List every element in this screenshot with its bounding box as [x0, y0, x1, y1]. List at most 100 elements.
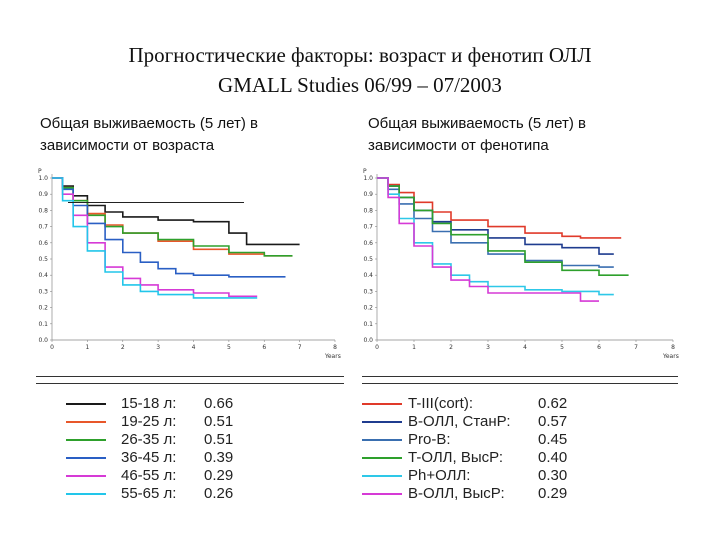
phenotype-legend: T-III(cort): 0.62 B-ОЛЛ, СтанР: 0.57 Pro-B: 0…: [362, 395, 612, 503]
legend-swatch: [362, 475, 402, 477]
legend-swatch: [66, 439, 106, 441]
age-survival-chart: 0.0 0.1 0.2 0.3 0.4 0.5 0.6 0.7 0.8 0.9 1.0 0 1 2 3 4 5 6…: [38, 168, 341, 360]
legend-value: 0.45: [538, 431, 568, 448]
right-chart-subtitle: Общая выживаемость (5 лет) в зависимости…: [368, 113, 688, 157]
legend-item: Pro-B: 0.45: [362, 431, 612, 449]
slide-title-line1: Прогностические факторы: возраст и фенот…: [128, 43, 592, 67]
legend-right-rule-top: [362, 376, 678, 377]
legend-swatch: [362, 439, 402, 441]
y-tick-label: 0.3: [38, 288, 48, 295]
legend-value: 0.51: [204, 431, 234, 448]
legend-item: B-ОЛЛ, ВысР: 0.29: [362, 485, 612, 503]
legend-value: 0.40: [538, 449, 568, 466]
slide-title: Прогностические факторы: возраст и фенот…: [0, 40, 720, 100]
y-tick-label: 0.1: [38, 321, 48, 328]
legend-item: B-ОЛЛ, СтанР: 0.57: [362, 413, 612, 431]
legend-swatch: [362, 421, 402, 423]
x-tick-label: 5: [560, 344, 564, 351]
y-tick-label: 0.9: [38, 191, 48, 198]
legend-label: B-ОЛЛ, СтанР:: [408, 413, 511, 430]
y-tick-label: 0.7: [38, 224, 48, 231]
y-tick-label: 0.4: [38, 272, 48, 279]
x-tick-label: 0: [375, 344, 379, 351]
y-tick-label: 0.2: [363, 305, 373, 312]
legend-swatch: [66, 457, 106, 459]
y-tick-label: 0.6: [363, 240, 373, 247]
legend-value: 0.39: [204, 449, 234, 466]
series-line-2: [377, 177, 614, 268]
legend-left-rule-top: [36, 376, 344, 377]
x-tick-label: 5: [227, 344, 231, 351]
legend-item: 26-35 л: 0.51: [66, 431, 266, 449]
y-tick-label: 0.2: [38, 305, 48, 312]
legend-label: Ph+ОЛЛ:: [408, 467, 471, 484]
legend-item: 19-25 л: 0.51: [66, 413, 266, 431]
legend-item: T-III(cort): 0.62: [362, 395, 612, 413]
x-tick-label: 8: [333, 344, 337, 351]
legend-value: 0.62: [538, 395, 568, 412]
legend-label: 15-18 л:: [121, 395, 177, 412]
legend-item: 15-18 л: 0.66: [66, 395, 266, 413]
legend-label: T-III(cort):: [408, 395, 473, 412]
legend-value: 0.57: [538, 413, 568, 430]
y-tick-label: 1.0: [363, 175, 373, 182]
legend-label: 36-45 л:: [121, 449, 177, 466]
legend-swatch: [66, 493, 106, 495]
y-axis-label: P: [38, 168, 42, 175]
x-tick-label: 8: [671, 344, 675, 351]
x-tick-label: 7: [634, 344, 638, 351]
chart-reference-line: [68, 202, 244, 203]
x-tick-label: 2: [121, 344, 125, 351]
y-tick-label: 0.5: [363, 256, 373, 263]
legend-label: 26-35 л:: [121, 431, 177, 448]
legend-swatch: [362, 493, 402, 495]
legend-value: 0.66: [204, 395, 234, 412]
x-tick-label: 3: [156, 344, 160, 351]
y-axis-label: P: [363, 168, 367, 175]
y-tick-label: 0.8: [363, 207, 373, 214]
legend-swatch: [66, 475, 106, 477]
legend-label: B-ОЛЛ, ВысР:: [408, 485, 505, 502]
age-legend: 15-18 л: 0.66 19-25 л: 0.51 26-35 л: 0.51 36-4…: [66, 395, 266, 503]
legend-value: 0.51: [204, 413, 234, 430]
legend-item: Ph+ОЛЛ: 0.30: [362, 467, 612, 485]
y-tick-label: 0.0: [363, 337, 373, 344]
legend-label: 46-55 л:: [121, 467, 177, 484]
x-tick-label: 1: [412, 344, 416, 351]
legend-value: 0.30: [538, 467, 568, 484]
legend-swatch: [362, 457, 402, 459]
y-tick-label: 1.0: [38, 175, 48, 182]
x-axis-label: Years: [324, 353, 341, 360]
legend-value: 0.26: [204, 485, 234, 502]
y-tick-label: 0.1: [363, 321, 373, 328]
x-tick-label: 0: [50, 344, 54, 351]
right-subtitle-line2: зависимости от фенотипа: [368, 137, 549, 154]
slide-title-line2: GMALL Studies 06/99 – 07/2003: [218, 73, 502, 97]
x-tick-label: 6: [262, 344, 266, 351]
x-tick-label: 1: [85, 344, 89, 351]
series-line-5: [377, 177, 599, 302]
legend-item: 55-65 л: 0.26: [66, 485, 266, 503]
left-subtitle-line2: зависимости от возраста: [40, 137, 215, 154]
left-chart-subtitle: Общая выживаемость (5 лет) в зависимости…: [40, 113, 340, 157]
y-tick-label: 0.8: [38, 207, 48, 214]
y-tick-label: 0.6: [38, 240, 48, 247]
series-line-3: [377, 177, 629, 276]
legend-item: T-ОЛЛ, ВысР: 0.40: [362, 449, 612, 467]
x-tick-label: 4: [192, 344, 196, 351]
x-tick-label: 4: [523, 344, 527, 351]
y-tick-label: 0.7: [363, 224, 373, 231]
x-axis-label: Years: [662, 353, 679, 360]
x-tick-label: 2: [449, 344, 453, 351]
series-line-5: [52, 177, 258, 299]
left-subtitle-line1: Общая выживаемость (5 лет) в: [40, 115, 258, 132]
x-tick-label: 3: [486, 344, 490, 351]
legend-swatch: [66, 403, 106, 405]
legend-item: 36-45 л: 0.39: [66, 449, 266, 467]
legend-label: 19-25 л:: [121, 413, 177, 430]
legend-label: T-ОЛЛ, ВысР:: [408, 449, 503, 466]
legend-item: 46-55 л: 0.29: [66, 467, 266, 485]
x-tick-label: 6: [597, 344, 601, 351]
legend-label: Pro-B:: [408, 431, 451, 448]
series-line-1: [377, 177, 614, 255]
